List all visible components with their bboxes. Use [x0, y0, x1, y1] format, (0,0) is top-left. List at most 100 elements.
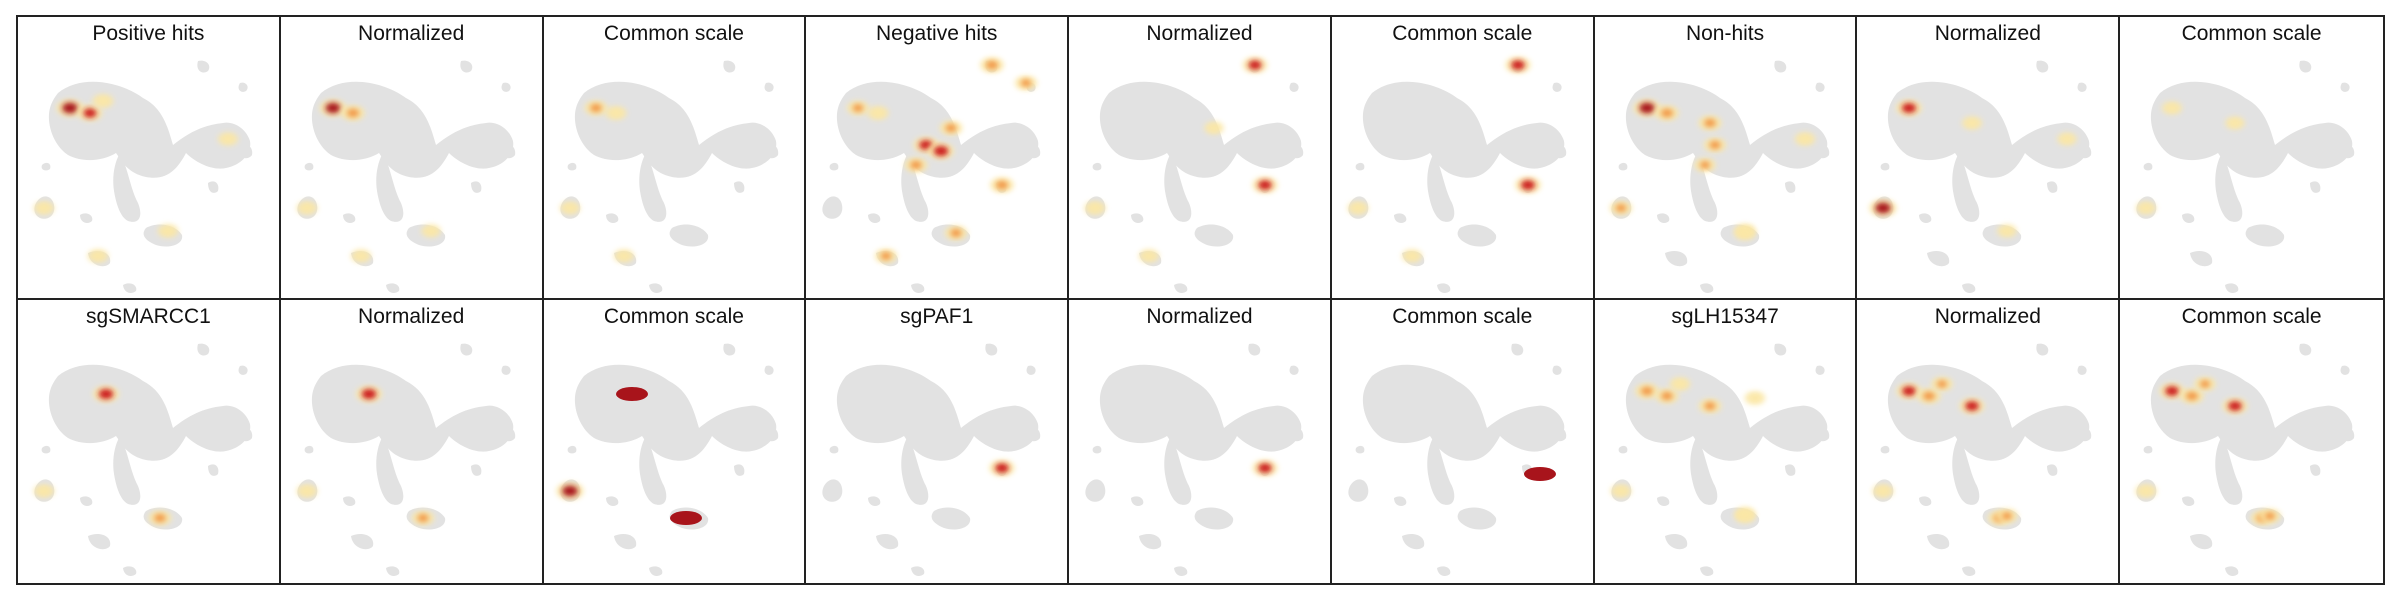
cell-cluster-shape — [2336, 142, 2355, 159]
density-hotspot — [92, 93, 114, 109]
embedding-plot — [33, 60, 253, 293]
density-hotspot — [1609, 200, 1632, 216]
density-hotspot — [157, 224, 179, 238]
cell-cluster-shape — [2182, 213, 2195, 223]
cell-cluster-shape — [376, 436, 404, 505]
cell-cluster-shape — [605, 213, 618, 223]
cell-cluster-shape — [2182, 496, 2195, 506]
cell-cluster-shape — [574, 81, 776, 178]
cell-cluster-shape — [376, 153, 404, 222]
cell-cluster-shape — [2225, 283, 2239, 293]
cell-cluster-shape — [460, 343, 473, 356]
cell-cluster-shape — [2340, 82, 2350, 92]
cell-cluster-shape — [2036, 343, 2049, 356]
cell-cluster-shape — [669, 224, 708, 247]
cell-cluster-shape — [80, 496, 93, 506]
cell-cluster-shape — [1815, 365, 1825, 375]
density-hotspot — [420, 224, 441, 238]
cell-cluster-shape — [304, 162, 314, 171]
density-hotspot — [1015, 75, 1038, 91]
umap-panel: Common scale — [2120, 17, 2383, 300]
cell-cluster-shape — [2340, 365, 2350, 375]
cell-cluster-shape — [2073, 142, 2092, 159]
cell-cluster-shape — [1774, 343, 1786, 356]
cell-cluster-shape — [868, 496, 881, 506]
cell-cluster-shape — [1552, 82, 1562, 92]
cell-cluster-shape — [304, 445, 314, 454]
density-hotspot — [2225, 116, 2246, 130]
cell-cluster-shape — [238, 365, 248, 375]
umap-panel: Common scale — [543, 17, 807, 300]
cell-cluster-shape — [1289, 82, 1299, 92]
cell-cluster-shape — [41, 162, 51, 171]
cell-cluster-shape — [385, 566, 400, 576]
panel-title: Non-hits — [1685, 22, 1765, 45]
density-hotspot — [92, 385, 120, 403]
cell-cluster-shape — [1774, 60, 1786, 73]
cell-cluster-shape — [1427, 153, 1455, 222]
panel-title: Negative hits — [876, 22, 998, 45]
cell-cluster-shape — [638, 153, 666, 222]
cell-cluster-shape — [1689, 436, 1717, 505]
density-hotspot — [1523, 467, 1556, 481]
cell-cluster-shape — [1401, 534, 1425, 550]
density-hotspot — [980, 57, 1005, 73]
cell-cluster-shape — [648, 283, 662, 293]
umap-panel: Normalized — [280, 300, 544, 583]
umap-panel: Normalized — [1069, 17, 1332, 300]
cell-cluster-shape — [605, 496, 618, 506]
cell-cluster-shape — [1919, 213, 1932, 223]
cell-cluster-shape — [1952, 436, 1980, 505]
cell-cluster-shape — [1427, 436, 1455, 505]
density-hotspot — [847, 100, 870, 116]
cell-cluster-shape — [2299, 343, 2312, 356]
cell-cluster-shape — [1962, 283, 1976, 293]
density-hotspot — [340, 105, 365, 121]
cell-cluster-shape — [1689, 153, 1717, 222]
umap-panel: Normalized — [1857, 17, 2121, 300]
cell-cluster-shape — [234, 425, 253, 442]
cell-cluster-shape — [2073, 425, 2092, 442]
density-hotspot — [33, 484, 55, 498]
cell-cluster-shape — [1810, 142, 1829, 159]
cell-cluster-shape — [2190, 251, 2213, 267]
cell-cluster-shape — [197, 60, 210, 73]
density-hotspot — [1896, 99, 1923, 117]
density-hotspot — [1697, 115, 1722, 131]
density-hotspot — [1514, 176, 1541, 194]
cell-cluster-shape — [1664, 251, 1687, 267]
density-hotspot — [296, 484, 318, 498]
cell-cluster-shape — [1625, 81, 1827, 178]
embedding-plot — [1085, 343, 1304, 576]
density-hotspot — [1896, 382, 1923, 400]
umap-panel: Common scale — [543, 300, 807, 583]
embedding-plot — [1610, 343, 1829, 576]
cell-cluster-shape — [1618, 162, 1628, 171]
density-hotspot — [319, 99, 347, 117]
density-hotspot — [1931, 376, 1954, 392]
embedding-plot — [1347, 56, 1567, 293]
cell-cluster-shape — [1285, 142, 1304, 159]
density-hotspot — [1959, 397, 1986, 415]
cell-cluster-shape — [1927, 251, 1950, 267]
density-hotspot — [1869, 199, 1898, 217]
umap-panel: Normalized — [1069, 300, 1332, 583]
density-hotspot — [2161, 101, 2183, 115]
cell-cluster-shape — [837, 81, 1039, 178]
cell-cluster-shape — [1919, 496, 1932, 506]
cell-cluster-shape — [2310, 181, 2321, 193]
cell-cluster-shape — [1164, 436, 1192, 505]
cell-cluster-shape — [2151, 364, 2353, 461]
embedding-plot — [822, 57, 1041, 293]
density-hotspot — [904, 157, 929, 173]
density-hotspot — [217, 132, 239, 146]
density-hotspot — [1962, 116, 1983, 130]
cell-cluster-shape — [722, 60, 735, 73]
cell-cluster-shape — [829, 445, 839, 454]
cell-cluster-shape — [1881, 445, 1890, 454]
cell-cluster-shape — [1131, 213, 1144, 223]
cell-cluster-shape — [88, 534, 111, 550]
cell-cluster-shape — [574, 364, 776, 461]
density-hotspot — [559, 201, 580, 215]
cell-cluster-shape — [1888, 364, 2090, 461]
